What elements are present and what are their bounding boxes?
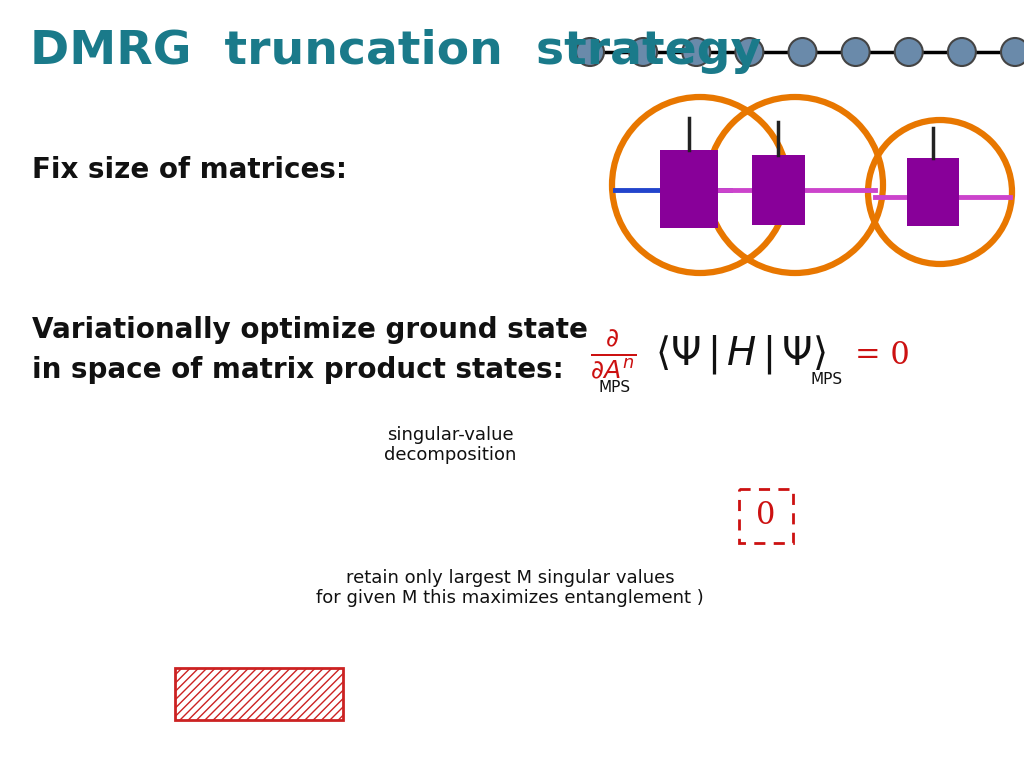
Text: singular-value
decomposition: singular-value decomposition (384, 425, 516, 465)
Circle shape (735, 38, 763, 66)
Circle shape (575, 38, 604, 66)
Circle shape (1001, 38, 1024, 66)
Circle shape (842, 38, 869, 66)
Text: DMRG  truncation  strategy: DMRG truncation strategy (30, 29, 761, 74)
Circle shape (682, 38, 711, 66)
Text: = 0: = 0 (855, 339, 909, 370)
Bar (907, 158, 959, 226)
FancyBboxPatch shape (739, 489, 793, 543)
Text: Fix size of matrices:: Fix size of matrices: (32, 156, 347, 184)
Text: in space of matrix product states:: in space of matrix product states: (32, 356, 564, 384)
Text: $\langle\Psi\,|\,H\,|\,\Psi\rangle$: $\langle\Psi\,|\,H\,|\,\Psi\rangle$ (655, 333, 825, 376)
Bar (175, 668, 343, 720)
Text: 0: 0 (757, 501, 776, 531)
Text: MPS: MPS (598, 379, 630, 395)
Circle shape (948, 38, 976, 66)
Text: retain only largest M singular values
for given M this maximizes entanglement ): retain only largest M singular values fo… (316, 568, 703, 607)
Bar (660, 150, 718, 228)
Text: $\frac{\partial}{\partial A^n}$: $\frac{\partial}{\partial A^n}$ (590, 329, 636, 382)
Circle shape (788, 38, 816, 66)
Text: Variationally optimize ground state: Variationally optimize ground state (32, 316, 588, 344)
Text: MPS: MPS (810, 372, 842, 388)
Circle shape (895, 38, 923, 66)
Circle shape (629, 38, 657, 66)
Bar (752, 155, 805, 225)
